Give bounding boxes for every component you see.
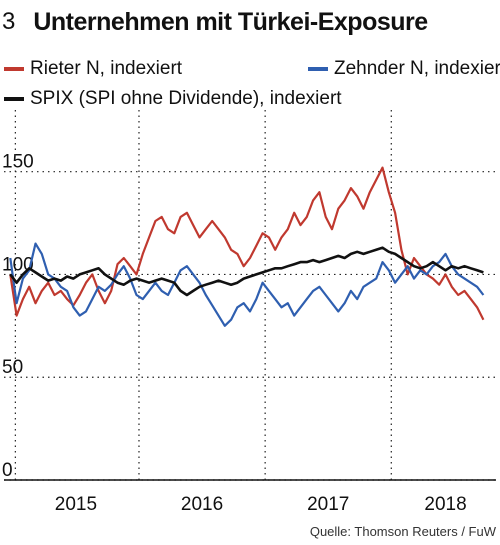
legend-item-spix: SPIX (SPI ohne Dividende), indexiert (4, 88, 342, 110)
x-tick-label-2016: 2016 (181, 494, 223, 515)
x-tick-label-2018: 2018 (424, 494, 466, 515)
legend-label-rieter: Rieter N, indexiert (30, 58, 183, 79)
legend-item-rieter: Rieter N, indexiert (4, 58, 182, 80)
series-line-rieter (9, 166, 485, 321)
legend-swatch-spix (4, 97, 24, 101)
x-tick-label-2015: 2015 (55, 494, 97, 515)
legend-swatch-rieter (4, 67, 24, 71)
figure-number: 3 (2, 8, 16, 35)
series-line-spix (9, 246, 484, 297)
y-tick-label-150: 150 (2, 152, 34, 173)
source-note: Quelle: Thomson Reuters / FuW (309, 524, 496, 539)
x-tick-label-2017: 2017 (307, 494, 349, 515)
series-line-zehnder (9, 242, 485, 327)
legend-swatch-zehnder (308, 67, 328, 71)
title-row: 3 Unternehmen mit Türkei-Exposure (0, 2, 428, 42)
legend-label-zehnder: Zehnder N, indexiert (334, 58, 500, 79)
y-tick-label-50: 50 (2, 357, 23, 378)
legend-label-spix: SPIX (SPI ohne Dividende), indexiert (30, 88, 342, 109)
y-tick-label-0: 0 (2, 460, 13, 481)
chart-title: Unternehmen mit Türkei-Exposure (33, 7, 428, 36)
legend-item-zehnder: Zehnder N, indexiert (308, 58, 500, 80)
